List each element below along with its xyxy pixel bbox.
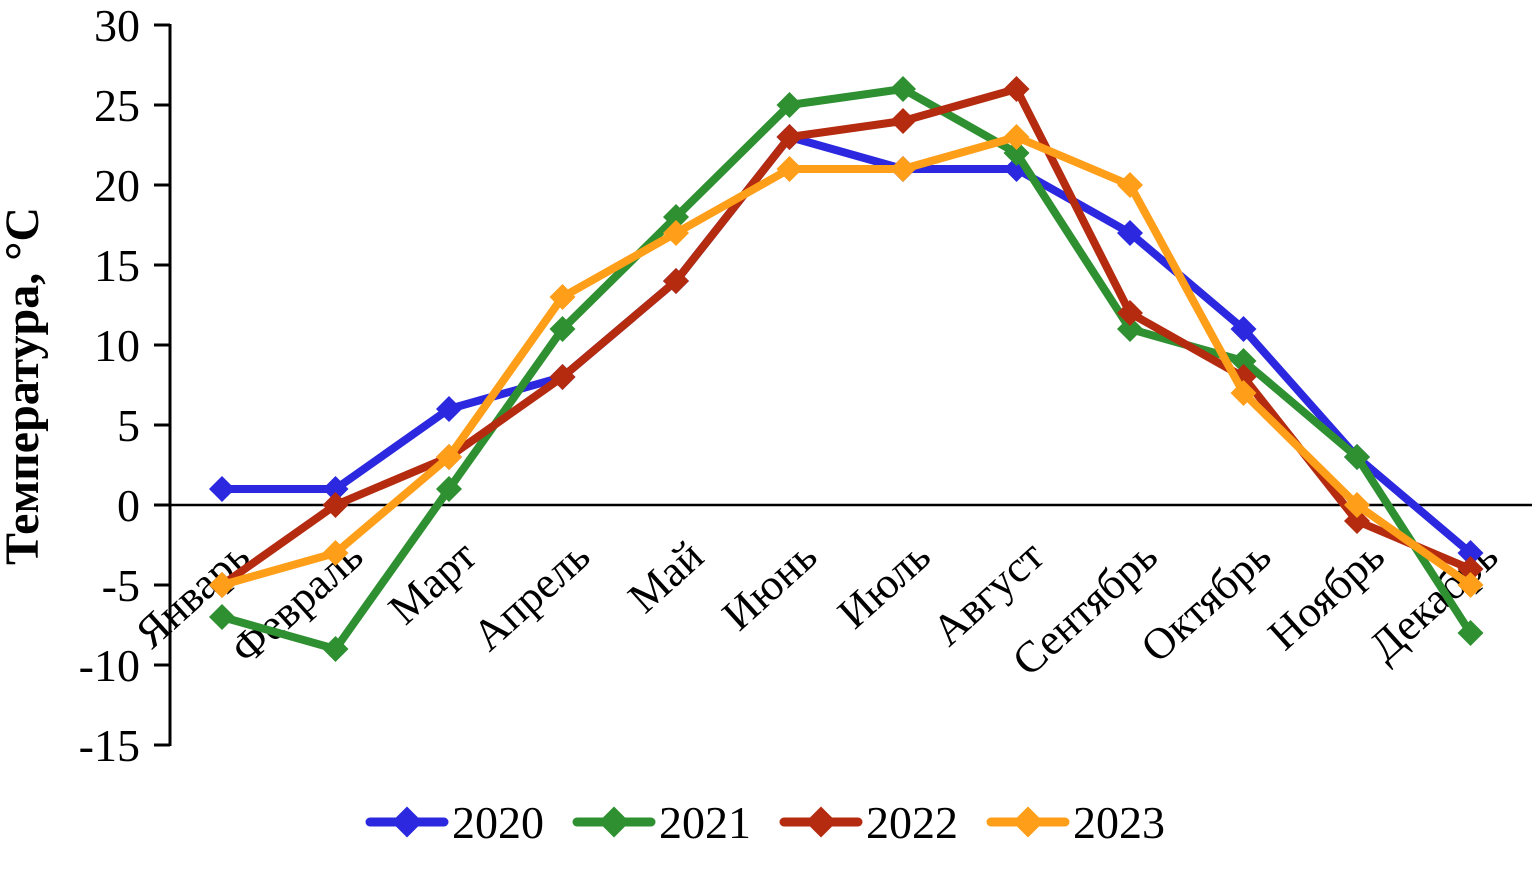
y-tick-label: 20 [94, 160, 140, 211]
series-2021 [209, 76, 1484, 662]
data-point-2021 [1457, 620, 1484, 646]
series-line-2020 [218, 133, 1475, 557]
y-axis: 30 25 20 15 10 5 0 -5 -10 -15 [79, 0, 172, 771]
data-point-2021 [436, 476, 462, 502]
data-point-2021 [1003, 140, 1030, 166]
legend-item-2020: 2020 [365, 797, 544, 848]
y-tick-label: -10 [79, 640, 140, 691]
x-tick-label: Июнь [713, 531, 826, 640]
data-point-2023 [1117, 172, 1143, 198]
y-tick-label: -15 [79, 720, 140, 771]
data-point-2022 [1117, 300, 1143, 326]
legend: 2020 2021 2022 2023 [365, 797, 1165, 848]
data-point-2023 [322, 540, 349, 566]
data-point-2020 [436, 396, 462, 422]
data-point-2023 [209, 572, 235, 598]
legend-marker-icon [1012, 806, 1044, 838]
data-point-2023 [1230, 380, 1257, 406]
legend-marker-icon [805, 806, 837, 838]
data-point-2021 [663, 204, 689, 230]
y-tick-label: 30 [94, 0, 140, 51]
legend-item-2021: 2021 [572, 797, 751, 848]
y-tick-label: 15 [94, 240, 140, 291]
x-tick-label: Апрель [463, 531, 599, 660]
series-line-2023 [218, 133, 1475, 589]
legend-item-2022: 2022 [779, 797, 958, 848]
data-point-2023 [1344, 492, 1370, 518]
y-tick-label: 5 [117, 400, 140, 451]
data-point-2020 [1457, 540, 1484, 566]
data-point-2020 [1117, 220, 1143, 246]
data-point-2021 [1117, 316, 1143, 342]
series-line-2022 [218, 85, 1475, 589]
data-point-2023 [1003, 124, 1030, 150]
data-point-2021 [1344, 444, 1370, 470]
legend-item-2023: 2023 [986, 797, 1165, 848]
data-point-2023 [663, 220, 689, 246]
x-tick-label: Июль [828, 531, 939, 638]
data-point-2021 [890, 76, 916, 102]
data-point-2021 [1230, 348, 1257, 374]
data-point-2022 [1457, 556, 1484, 582]
data-point-2022 [1003, 76, 1030, 102]
x-tick-label: Октябрь [1132, 531, 1281, 672]
legend-marker-icon [391, 806, 423, 838]
data-point-2020 [322, 476, 349, 502]
legend-marker-icon [598, 806, 630, 838]
x-tick-label: Май [619, 531, 713, 622]
data-point-2023 [776, 156, 803, 182]
series-2023 [209, 124, 1484, 598]
y-tick-label: -5 [102, 560, 140, 611]
data-point-2022 [549, 364, 576, 390]
y-tick-label: 25 [94, 80, 140, 131]
legend-label: 2023 [1073, 797, 1165, 848]
data-point-2021 [322, 636, 349, 662]
data-point-2023 [890, 156, 916, 182]
y-axis-title: Температура, °С [0, 207, 49, 565]
data-point-2021 [776, 92, 803, 118]
data-point-2020 [1230, 316, 1257, 342]
data-point-2020 [209, 476, 235, 502]
data-point-2022 [322, 492, 349, 518]
data-point-2022 [776, 124, 803, 150]
data-point-2023 [549, 284, 576, 310]
data-point-2023 [1457, 572, 1484, 598]
data-point-2021 [549, 316, 576, 342]
legend-label: 2021 [659, 797, 751, 848]
y-tick-label: 10 [94, 320, 140, 371]
legend-label: 2020 [452, 797, 544, 848]
data-point-2021 [209, 604, 235, 630]
data-point-2022 [890, 108, 916, 134]
legend-label: 2022 [866, 797, 958, 848]
series-line-2021 [218, 85, 1475, 653]
data-point-2022 [1344, 508, 1370, 534]
data-point-2022 [663, 268, 689, 294]
data-point-2023 [436, 444, 462, 470]
y-tick-label: 0 [117, 480, 140, 531]
